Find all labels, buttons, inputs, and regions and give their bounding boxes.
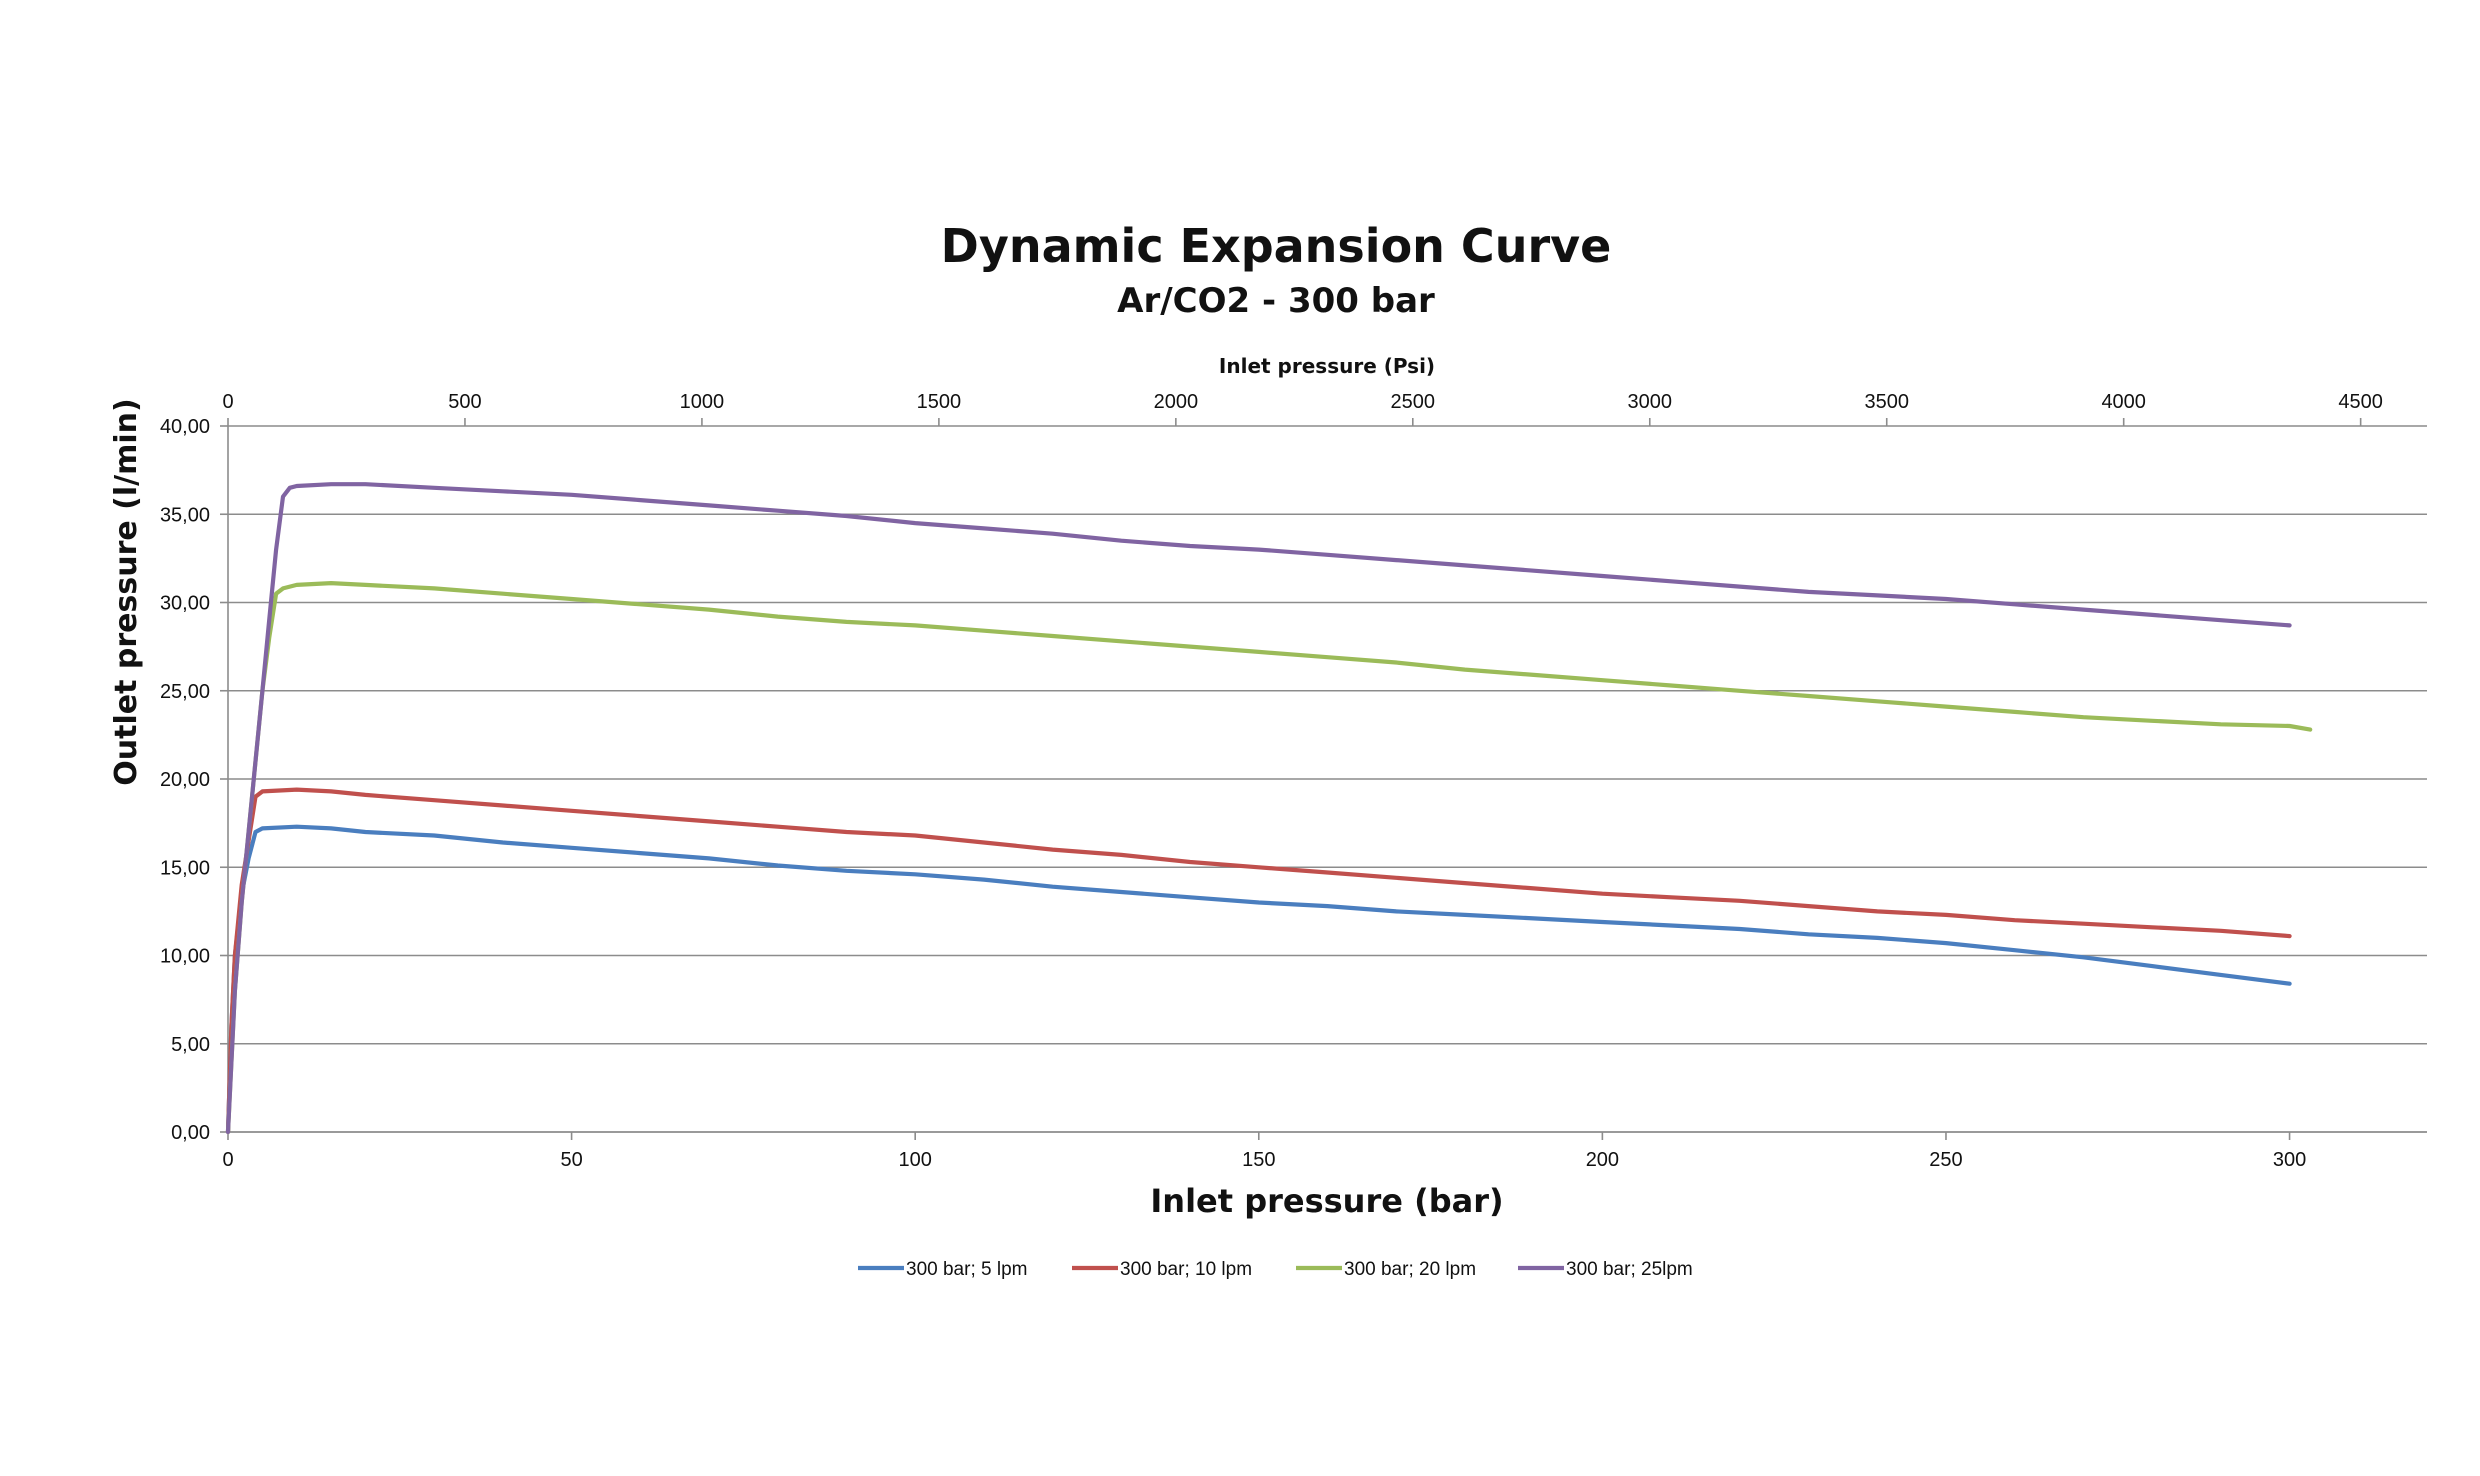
legend-label-4: 300 bar; 25lpm [1566,1259,1693,1280]
x-tick-label: 150 [1242,1149,1275,1171]
y-tick-label: 5,00 [171,1034,210,1056]
series-line-4 [225,482,2292,1135]
plot-area [225,482,2313,1135]
x2-tick-label: 2000 [1154,391,1199,413]
y-tick-label: 40,00 [160,416,210,438]
y-tick-label: 30,00 [160,593,210,615]
chart-title: Dynamic Expansion Curve [941,219,1612,273]
x2-tick-label: 2500 [1391,391,1436,413]
y-tick-label: 0,00 [171,1122,210,1144]
legend: 300 bar; 5 lpm 300 bar; 10 lpm 300 bar; 20… [858,1259,1693,1280]
legend-label-3: 300 bar; 20 lpm [1344,1259,1476,1280]
x2-tick-label: 1000 [680,391,725,413]
x-tick-label: 0 [222,1149,233,1171]
x2-tick-label: 3000 [1628,391,1673,413]
x2-tick-label: 500 [448,391,481,413]
series-line-1 [225,824,2292,1135]
x2-tick-label: 4500 [2338,391,2383,413]
x2-tick-label: 3500 [1864,391,1909,413]
x-tick-label: 300 [2273,1149,2306,1171]
y-tick-label: 25,00 [160,681,210,703]
chart-subtitle: Ar/CO2 - 300 bar [1117,281,1435,321]
x-tick-label: 100 [899,1149,932,1171]
x-tick-label: 50 [560,1149,582,1171]
legend-label-1: 300 bar; 5 lpm [906,1259,1027,1280]
y-axis-title: Outlet pressure (l/min) [109,398,144,785]
x2-tick-label: 0 [222,391,233,413]
axes [220,418,2427,1140]
y-tick-label: 35,00 [160,504,210,526]
x-tick-label: 200 [1586,1149,1619,1171]
y-tick-label: 15,00 [160,857,210,879]
legend-label-2: 300 bar; 10 lpm [1120,1259,1252,1280]
y-tick-label: 10,00 [160,946,210,968]
series-line-2 [225,787,2292,1135]
tick-labels: 0,00 5,00 10,00 15,00 20,00 25,00 30,00 35,00 40… [160,391,2383,1171]
x-axis-title: Inlet pressure (bar) [1150,1182,1503,1220]
x-tick-label: 250 [1929,1149,1962,1171]
y-tick-label: 20,00 [160,769,210,791]
series-line-3 [225,581,2313,1135]
grid-lines [228,425,2427,1133]
x2-tick-label: 1500 [917,391,962,413]
x2-axis-title: Inlet pressure (Psi) [1219,354,1435,378]
x2-tick-label: 4000 [2101,391,2146,413]
